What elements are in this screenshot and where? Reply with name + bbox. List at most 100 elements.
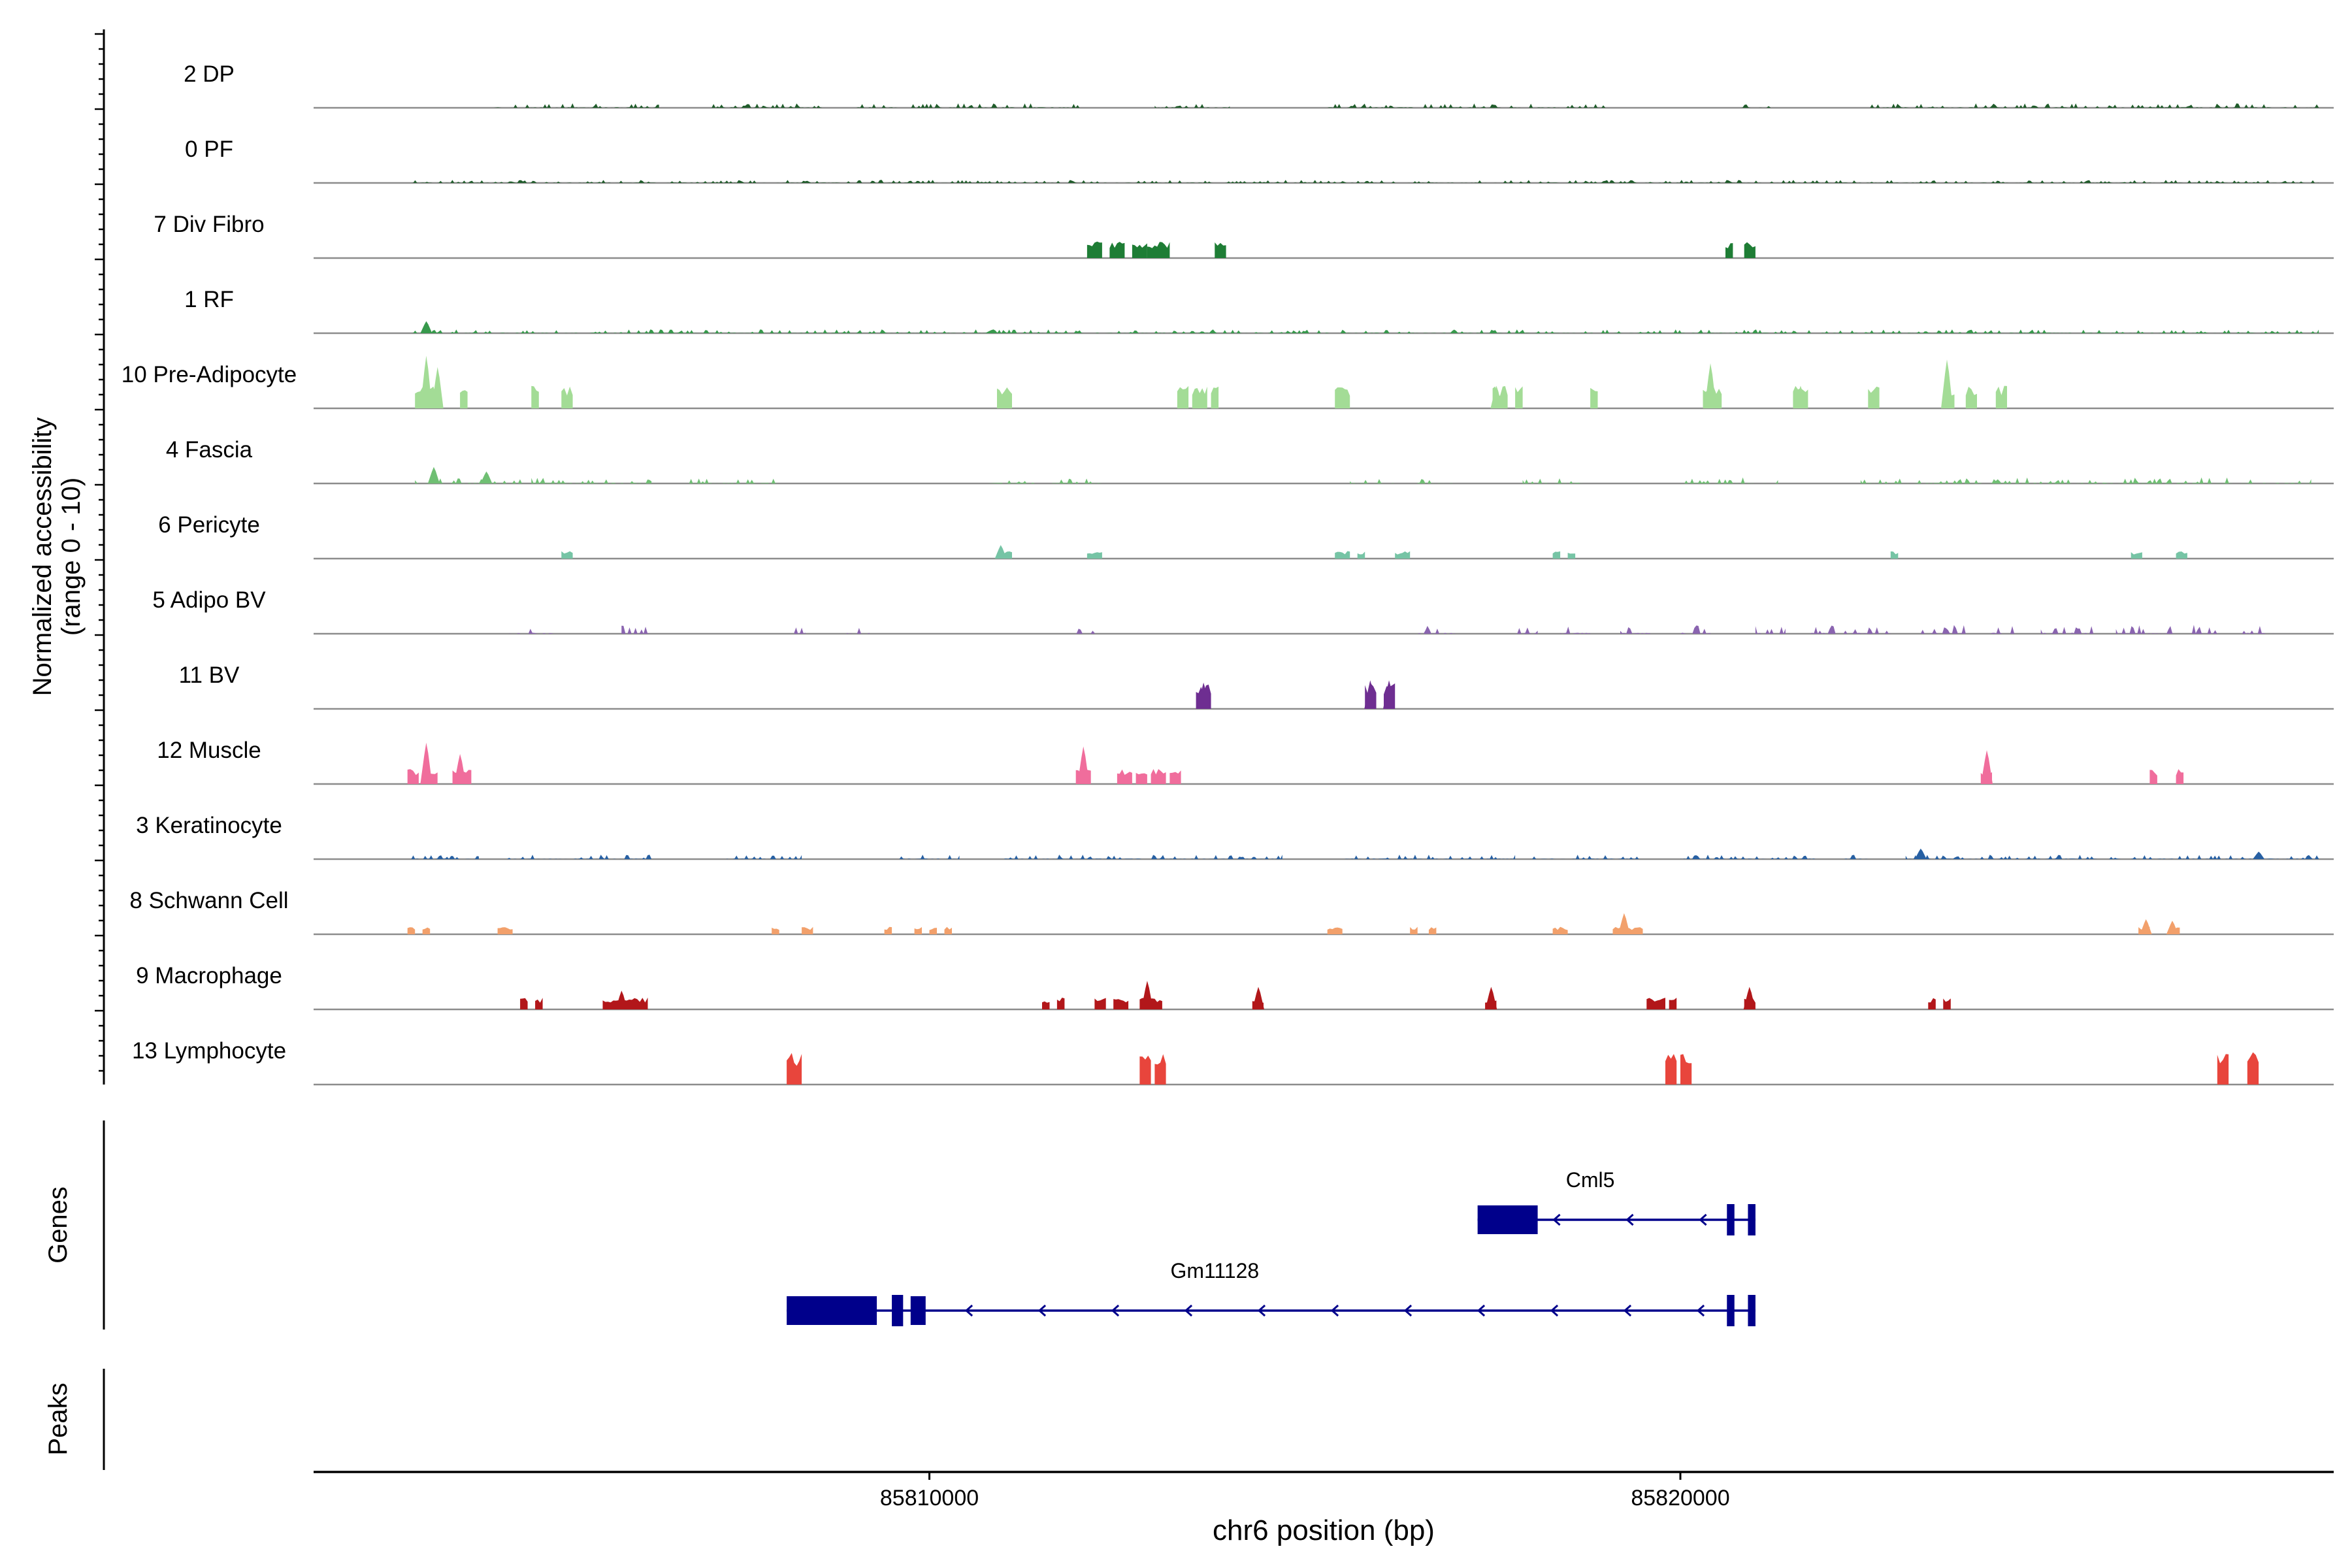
coverage-peak	[1646, 998, 1665, 1009]
strand-arrow-icon	[1623, 1304, 1632, 1317]
coverage-peak	[772, 927, 779, 934]
coverage-peak	[1094, 998, 1106, 1009]
coverage-peak	[411, 855, 479, 859]
coverage-spike	[1705, 363, 1716, 408]
coverage-peak	[1215, 242, 1226, 258]
coverage-peak	[1725, 243, 1733, 258]
coverage-track: 7 Div Fibro	[154, 212, 2334, 259]
gene-exon	[910, 1296, 926, 1325]
coverage-peak	[1552, 551, 1561, 559]
track-label: 5 Adipo BV	[152, 587, 266, 613]
strand-arrow-icon	[1699, 1213, 1707, 1226]
track-label: 3 Keratinocyte	[136, 813, 282, 838]
coverage-spike	[2166, 921, 2178, 934]
coverage-track: 6 Pericyte	[158, 512, 2334, 560]
coverage-spike	[420, 742, 433, 784]
coverage-track: 12 Muscle	[157, 738, 2334, 785]
gene-exon	[1748, 1295, 1756, 1326]
coverage-peak	[1988, 626, 2019, 634]
coverage-spike	[1077, 746, 1090, 784]
coverage-peak	[1113, 999, 1129, 1009]
y-axis-title: Normalized accessibility	[28, 417, 57, 696]
coverage-peak	[2115, 625, 2221, 634]
coverage-peak	[1357, 551, 1365, 559]
coverage-peak	[535, 998, 543, 1009]
coverage-peak	[1665, 1054, 1677, 1085]
coverage-peak	[1192, 386, 1207, 408]
coverage-peak	[944, 926, 952, 934]
coverage-peak	[407, 769, 419, 784]
coverage-spike	[1743, 987, 1756, 1009]
coverage-peak	[1064, 629, 1095, 634]
coverage-peak	[1522, 478, 1583, 483]
x-axis-title: chr6 position (bp)	[1213, 1514, 1435, 1546]
coverage-peak	[997, 387, 1012, 408]
strand-arrow-icon	[1625, 1213, 1634, 1226]
coverage-peak	[1515, 627, 1538, 634]
coverage-spike	[1941, 359, 1953, 408]
genes-panel-label: Genes	[44, 1186, 73, 1264]
gene-model: Gm11128	[787, 1259, 1756, 1326]
gene-name: Gm11128	[1170, 1259, 1259, 1282]
coverage-peak	[1169, 770, 1181, 784]
gene-model: Cml5	[1477, 1168, 1756, 1235]
track-label: 11 BV	[179, 662, 240, 688]
gene-exon	[787, 1296, 877, 1325]
gene-name: Cml5	[1566, 1168, 1615, 1192]
coverage-peak	[1680, 855, 1816, 859]
track-label: 7 Div Fibro	[154, 212, 264, 237]
coverage-peak	[2247, 1052, 2259, 1085]
track-label: 0 PF	[185, 137, 233, 162]
coverage-track: 8 Schwann Cell	[129, 888, 2334, 936]
gene-exon	[1727, 1204, 1735, 1235]
coverage-spike	[2253, 851, 2265, 859]
coverage-peak	[1428, 927, 1437, 934]
coverage-peak	[1920, 625, 1966, 634]
coverage-peak	[1335, 387, 1350, 408]
strand-arrow-icon	[1111, 1304, 1120, 1317]
coverage-peak	[1211, 386, 1219, 408]
track-label: 4 Fascia	[166, 437, 253, 463]
coverage-track: 1 RF	[184, 287, 2334, 335]
coverage-peak	[621, 625, 652, 634]
strand-arrow-icon	[1184, 1304, 1193, 1317]
strand-arrow-icon	[964, 1304, 973, 1317]
coverage-peak	[508, 629, 554, 634]
track-label: 6 Pericyte	[158, 512, 260, 538]
coverage-peak	[497, 927, 513, 934]
coverage-spike	[2140, 919, 2152, 934]
coverage-spike	[1914, 848, 1927, 859]
coverage-peak	[1327, 103, 1605, 108]
coverage-spike	[480, 471, 493, 483]
track-label: 8 Schwann Cell	[129, 888, 288, 913]
coverage-peak	[1417, 626, 1456, 634]
y-axis-subtitle: (range 0 - 10)	[57, 478, 86, 636]
coverage-peak	[2236, 626, 2274, 634]
y-axis-ticks	[95, 33, 104, 1072]
strand-arrow-icon	[1403, 1304, 1413, 1317]
peaks-panel-label: Peaks	[44, 1382, 73, 1455]
coverage-peak	[2217, 1054, 2229, 1085]
coverage-peak	[1740, 104, 1771, 108]
coverage-peak	[1808, 625, 1891, 634]
strand-arrow-icon	[1696, 1304, 1705, 1317]
coverage-peak	[561, 551, 573, 559]
coverage-peak	[711, 103, 825, 108]
coverage-peak	[1086, 552, 1102, 559]
track-label: 1 RF	[184, 287, 234, 312]
coverage-peak	[1995, 385, 2007, 408]
coverage-track: 10 Pre-Adipocyte	[122, 355, 2334, 410]
coverage-spike	[454, 754, 466, 784]
coverage-peak	[1755, 626, 1786, 634]
coverage-spike	[431, 367, 444, 408]
coverage-peak	[914, 927, 922, 934]
coverage-track: 3 Keratinocyte	[136, 813, 2334, 860]
coverage-peak	[1567, 553, 1576, 559]
coverage-peak	[1004, 855, 1282, 859]
coverage-peak	[520, 998, 528, 1009]
strand-arrow-icon	[1550, 1304, 1559, 1317]
coverage-peak	[1590, 387, 1598, 408]
coverage-peak	[1943, 998, 1951, 1009]
coverage-peak	[1905, 855, 2319, 859]
